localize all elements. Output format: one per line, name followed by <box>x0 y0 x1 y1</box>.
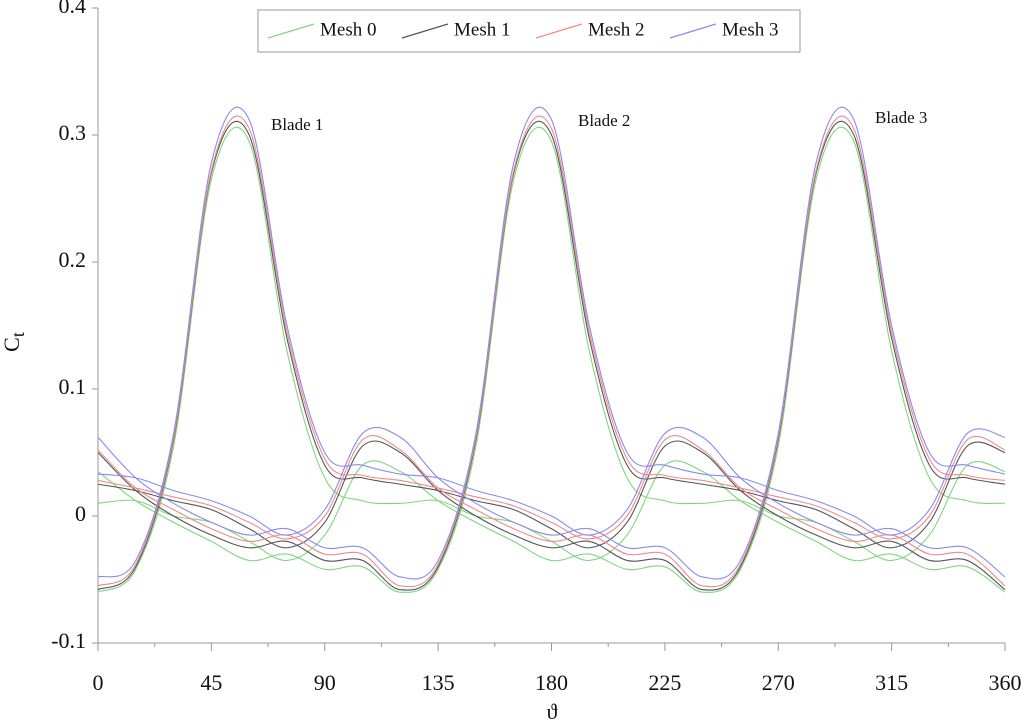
series-line <box>97 115 1006 587</box>
legend-swatch <box>401 23 449 39</box>
legend-label: Mesh 3 <box>722 19 778 40</box>
x-tick-label: 0 <box>93 670 104 695</box>
y-tick-label: 0.1 <box>59 374 87 399</box>
annotation: Blade 2 <box>578 111 630 130</box>
series-line <box>97 115 1006 588</box>
series-line <box>97 126 1006 593</box>
x-axis-label: ϑ <box>547 699 558 724</box>
series-line <box>97 106 1006 580</box>
x-tick-label: 360 <box>989 670 1022 695</box>
legend-box <box>257 9 801 53</box>
x-tick-label: 180 <box>535 670 568 695</box>
series-line <box>97 120 1006 591</box>
y-tick-label: 0.4 <box>59 0 87 18</box>
legend-swatch <box>535 23 583 39</box>
series-line <box>97 126 1006 593</box>
x-tick-label: 225 <box>648 670 681 695</box>
y-tick-label: 0 <box>75 501 86 526</box>
legend-label: Mesh 0 <box>320 19 376 40</box>
x-tick-label: 135 <box>422 670 455 695</box>
series-line <box>97 106 1006 580</box>
y-tick-label: -0.1 <box>51 628 86 653</box>
y-tick-label: 0.3 <box>59 120 87 145</box>
y-axis-label: Ct <box>0 332 28 352</box>
series-line <box>97 126 1006 593</box>
x-tick-label: 270 <box>762 670 795 695</box>
plot-area <box>97 106 1006 593</box>
annotation: Blade 3 <box>875 108 927 127</box>
legend-label: Mesh 2 <box>588 19 644 40</box>
series-line <box>97 120 1006 591</box>
legend-swatch <box>267 23 315 39</box>
x-tick-label: 45 <box>200 670 222 695</box>
series-line <box>97 120 1006 591</box>
annotation: Blade 1 <box>271 115 323 134</box>
legend-swatch <box>669 23 717 39</box>
series-line <box>97 106 1006 578</box>
series-line <box>97 115 1006 588</box>
y-tick-label: 0.2 <box>59 247 87 272</box>
x-tick-label: 315 <box>875 670 908 695</box>
legend-label: Mesh 1 <box>454 19 510 40</box>
x-tick-label: 90 <box>314 670 336 695</box>
